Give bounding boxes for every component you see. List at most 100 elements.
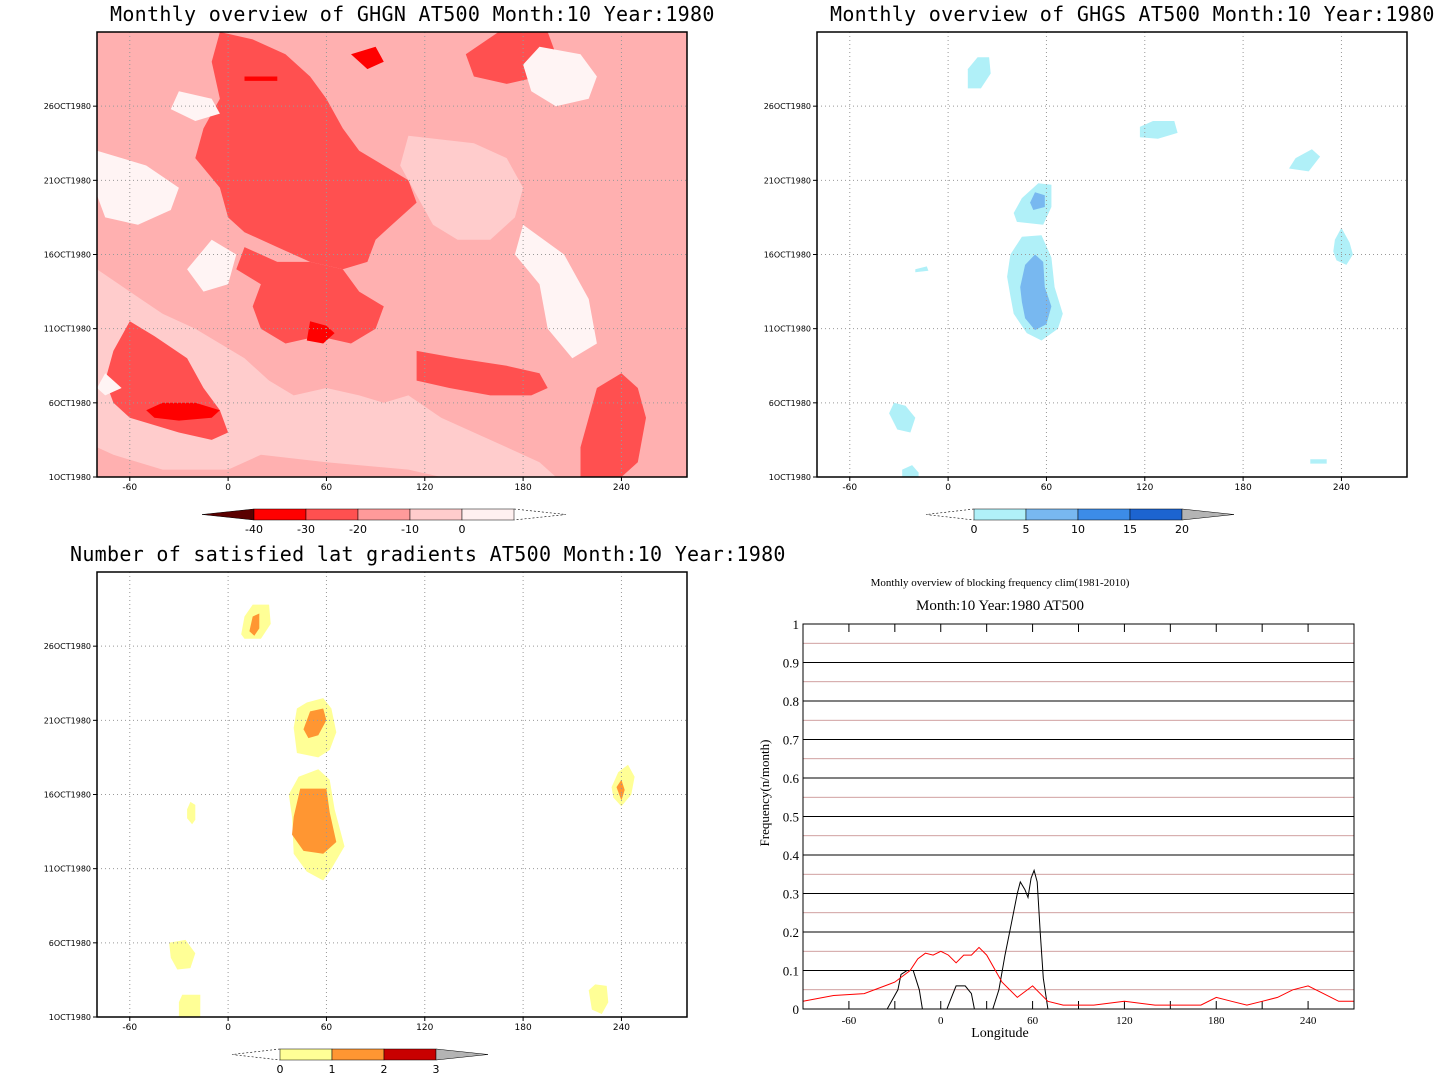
x-tick-label: 0 xyxy=(945,483,951,493)
panel-blocking-subtitle: Month:10 Year:1980 AT500 xyxy=(916,598,1084,614)
contour-region xyxy=(244,76,278,81)
contour-region xyxy=(306,321,335,344)
x-tick-label: 240 xyxy=(613,483,630,493)
y-tick-label: 0.6 xyxy=(783,771,800,786)
x-tick-label: -60 xyxy=(122,1023,137,1033)
colorbar-segment xyxy=(253,508,307,521)
contour-region xyxy=(195,32,417,270)
plot-background xyxy=(97,572,687,1017)
x-tick-label: 60 xyxy=(1041,483,1053,493)
x-tick-label: -60 xyxy=(842,1015,857,1027)
colorbar-label: 0 xyxy=(971,523,978,536)
x-tick-label: 60 xyxy=(321,1023,333,1033)
colorbar-segment xyxy=(409,508,463,521)
contour-region xyxy=(889,402,916,433)
panel-ghgn-plot: -60 0 60 120 180 240 1OCT1980 6OCT1980 11OCT1980… xyxy=(44,31,688,536)
y-tick-label: 1 xyxy=(793,617,800,632)
panel-ghgs-plot: -60 0 60 120 180 240 1OCT1980 6OCT1980 11OCT1980… xyxy=(764,31,1408,536)
y-tick-label: 0.4 xyxy=(783,848,800,863)
plot-background xyxy=(817,32,1407,477)
contour-region xyxy=(170,91,220,121)
plot-frame xyxy=(816,31,1408,478)
contour-region xyxy=(915,266,929,273)
x-tick-label: 240 xyxy=(1300,1015,1317,1027)
colorbar-segment xyxy=(279,1048,333,1061)
colorbar-segment xyxy=(973,508,1027,521)
y-tick-label: 1OCT1980 xyxy=(49,473,91,482)
y-tick-label: 21OCT1980 xyxy=(44,176,91,185)
contour-region xyxy=(588,984,609,1014)
y-tick-label: 26OCT1980 xyxy=(44,642,91,651)
panel-ghgn-title: Monthly overview of GHGN AT500 Month:10 … xyxy=(110,2,715,26)
contour-region xyxy=(97,373,122,396)
contour-region xyxy=(1020,254,1052,331)
y-tick-label: 16OCT1980 xyxy=(44,791,91,800)
colorbar-label: -40 xyxy=(245,523,263,536)
y-tick-label: 0.2 xyxy=(783,925,799,940)
x-tick-label: 0 xyxy=(225,1023,231,1033)
x-tick-label: 120 xyxy=(416,483,433,493)
y-tick-label: 11OCT1980 xyxy=(44,865,91,874)
colorbar-label: -10 xyxy=(401,523,419,536)
contour-region xyxy=(1310,459,1327,464)
colorbar-segment xyxy=(357,508,411,521)
contour-region xyxy=(523,46,597,107)
colorbar-label: -30 xyxy=(297,523,315,536)
contour-region xyxy=(187,239,237,292)
colorbar-label: 0 xyxy=(459,523,466,536)
y-tick-label: 0.5 xyxy=(783,810,799,825)
y-tick-label: 0.3 xyxy=(783,887,799,902)
x-tick-label: 240 xyxy=(1333,483,1350,493)
contour-region xyxy=(1139,121,1178,139)
y-tick-label: 26OCT1980 xyxy=(44,102,91,111)
colorbar-label: 10 xyxy=(1071,523,1085,536)
x-tick-label: 120 xyxy=(1136,483,1153,493)
panel-blocking-frequency: Monthly overview of blocking frequency c… xyxy=(720,545,1440,1091)
y-tick-label: 0.8 xyxy=(783,694,799,709)
contour-region xyxy=(967,57,991,89)
x-tick-label: 120 xyxy=(1116,1015,1133,1027)
y-tick-label: 6OCT1980 xyxy=(769,399,811,408)
contour-region xyxy=(1333,227,1353,265)
panel-blocking-title: Monthly overview of blocking frequency c… xyxy=(870,577,1130,589)
y-tick-label: 6OCT1980 xyxy=(49,939,91,948)
colorbar-segment xyxy=(383,1048,437,1061)
y-tick-label: 11OCT1980 xyxy=(44,325,91,334)
y-tick-label: 26OCT1980 xyxy=(764,102,811,111)
y-tick-label: 0.7 xyxy=(783,733,800,748)
x-tick-label: 60 xyxy=(321,483,333,493)
y-tick-label: 0 xyxy=(793,1002,800,1017)
colorbar-segment xyxy=(1077,508,1131,521)
panel-ghgs-title: Monthly overview of GHGS AT500 Month:10 … xyxy=(830,2,1435,26)
colorbar-label: 1 xyxy=(329,1063,336,1076)
contour-region xyxy=(616,779,625,801)
contour-region xyxy=(97,150,179,225)
y-tick-label: 16OCT1980 xyxy=(764,251,811,260)
y-tick-label: 16OCT1980 xyxy=(44,251,91,260)
x-tick-label: 180 xyxy=(515,1023,532,1033)
y-tick-label: 0.1 xyxy=(783,964,799,979)
panel-blocking-xlabel: Longitude xyxy=(971,1026,1029,1041)
contour-region xyxy=(236,247,384,344)
contour-region xyxy=(146,402,220,421)
y-tick-label: 21OCT1980 xyxy=(44,716,91,725)
colorbar-label: -20 xyxy=(349,523,367,536)
contour-fills xyxy=(889,57,1353,477)
colorbar-label: 20 xyxy=(1175,523,1189,536)
y-tick-label: 0.9 xyxy=(783,656,799,671)
colorbar-extend-high xyxy=(513,508,567,521)
x-tick-label: 0 xyxy=(938,1015,944,1027)
series-line-blocking xyxy=(803,868,1354,1010)
contour-region xyxy=(187,801,196,825)
x-tick-label: 180 xyxy=(1208,1015,1225,1027)
contour-region xyxy=(416,350,548,396)
contour-region xyxy=(249,613,260,636)
contour-region xyxy=(400,135,524,240)
series-line-climatology xyxy=(802,946,1354,1006)
contour-region xyxy=(178,994,201,1017)
y-tick-label: 1OCT1980 xyxy=(49,1013,91,1022)
plot-frame xyxy=(96,31,688,478)
colorbar-extend-low xyxy=(925,508,975,521)
panel-ghgn: Monthly overview of GHGN AT500 Month:10 … xyxy=(0,0,720,545)
contour-region xyxy=(514,224,597,359)
